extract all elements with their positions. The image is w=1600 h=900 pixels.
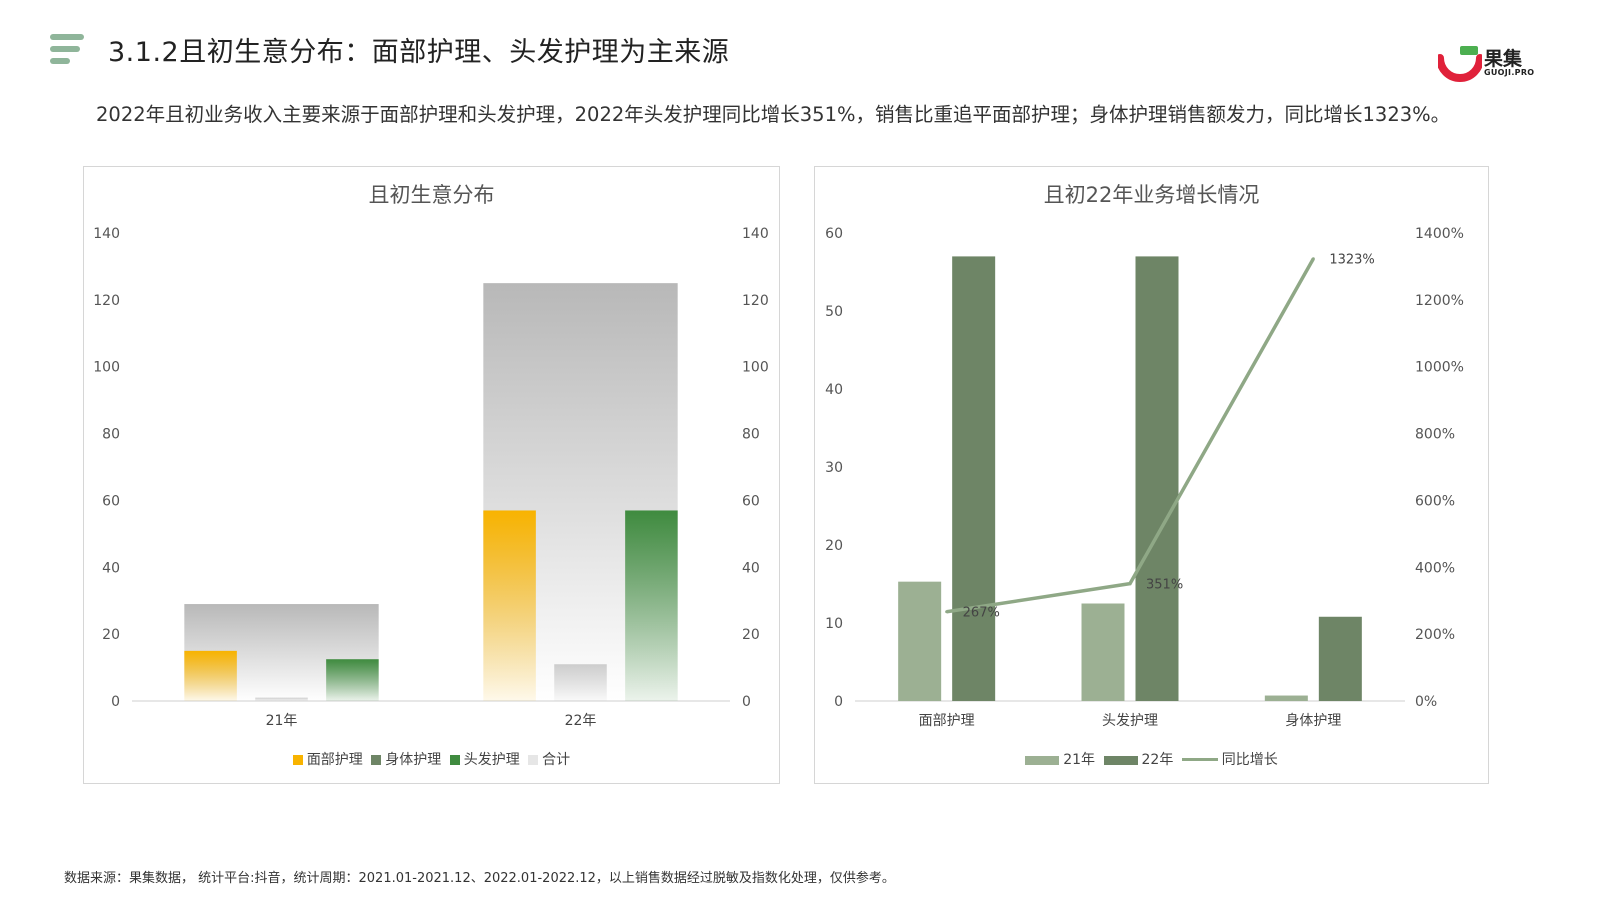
y2-tick-label: 1200% bbox=[1415, 293, 1464, 309]
chart2-plot: 01020304050600%200%400%600%800%1000%1200… bbox=[825, 226, 1464, 729]
legend-swatch-face bbox=[292, 755, 303, 765]
y-tick-label: 0 bbox=[834, 694, 843, 710]
x-tick-label: 21年 bbox=[266, 713, 298, 729]
legend-label-body: 身体护理 bbox=[385, 752, 442, 768]
legend-item-2021: 21年 bbox=[1025, 749, 1095, 769]
legend-item-face: 面部护理 bbox=[292, 749, 363, 769]
business-distribution-chart: 且初生意分布 0 20 40 60 80 100 120 140 0 20 40 60 80 100 120… bbox=[83, 166, 780, 784]
bar-hair bbox=[326, 659, 379, 701]
legend-label-hair: 头发护理 bbox=[463, 752, 520, 768]
chart-title: 且初22年业务增长情况 bbox=[1043, 183, 1260, 207]
y-tick-label: 40 bbox=[825, 382, 843, 398]
growth-point bbox=[1311, 257, 1315, 261]
legend-swatch-body bbox=[371, 755, 382, 765]
chart2-legend: 21年 22年 同比增长 bbox=[815, 749, 1488, 769]
legend-label-2021: 21年 bbox=[1063, 752, 1096, 768]
x-tick-label: 头发护理 bbox=[1102, 713, 1158, 729]
bar-2021 bbox=[898, 581, 942, 701]
y-tick-label: 60 bbox=[825, 226, 843, 242]
y-tick-label: 10 bbox=[825, 616, 843, 632]
chart-title: 且初生意分布 bbox=[368, 183, 495, 207]
x-tick-label: 面部护理 bbox=[919, 713, 975, 729]
legend-item-body: 身体护理 bbox=[371, 749, 441, 769]
y2-tick-label: 20 bbox=[742, 627, 760, 643]
y2-tick-label: 200% bbox=[1415, 627, 1455, 643]
growth-point bbox=[1128, 582, 1132, 586]
y2-tick-label: 40 bbox=[742, 560, 760, 576]
summary-text: 2022年且初业务收入主要来源于面部护理和头发护理，2022年头发护理同比增长3… bbox=[96, 103, 1451, 126]
y-tick-label: 80 bbox=[102, 427, 120, 443]
bar-body bbox=[255, 697, 308, 701]
chart1-legend: 面部护理 身体护理 头发护理 合计 bbox=[84, 749, 779, 769]
legend-swatch-total bbox=[528, 755, 539, 765]
legend-item-growth: 同比增长 bbox=[1181, 749, 1278, 769]
chart1-plot: 0 20 40 60 80 100 120 140 0 20 40 60 80 100 120 140 21年 2… bbox=[93, 226, 769, 729]
y-tick-label: 140 bbox=[93, 226, 120, 242]
y2-tick-label: 600% bbox=[1415, 493, 1455, 509]
legend-label-total: 合计 bbox=[542, 752, 571, 768]
growth-chart: 且初22年业务增长情况 0 10 20 30 40 50 60 0% 200% 400% 600% 8… bbox=[814, 166, 1489, 784]
bar-face bbox=[184, 650, 237, 701]
y2-tick-label: 400% bbox=[1415, 560, 1455, 576]
y2-tick-label: 120 bbox=[742, 293, 769, 309]
legend-swatch-hair bbox=[449, 755, 460, 765]
y-tick-label: 120 bbox=[93, 293, 120, 309]
bar-2022 bbox=[1135, 256, 1179, 701]
page-title: 3.1.2且初生意分布：面部护理、头发护理为主来源 bbox=[108, 37, 730, 68]
growth-line bbox=[946, 257, 1315, 614]
bar-2021 bbox=[1081, 603, 1125, 701]
y2-tick-label: 140 bbox=[742, 226, 769, 242]
legend-swatch-2022 bbox=[1103, 756, 1138, 765]
growth-data-label: 351% bbox=[1146, 578, 1183, 593]
x-tick-label: 22年 bbox=[565, 713, 597, 729]
brand-mark-icon bbox=[1436, 46, 1484, 82]
legend-swatch-2021 bbox=[1025, 756, 1060, 765]
legend-item-total: 合计 bbox=[528, 749, 570, 769]
y2-tick-label: 80 bbox=[742, 427, 760, 443]
x-tick-label: 身体护理 bbox=[1285, 713, 1341, 729]
bar-hair bbox=[625, 510, 678, 701]
legend-label-2022: 22年 bbox=[1141, 752, 1174, 768]
footnote: 数据来源：果集数据， 统计平台:抖音，统计周期：2021.01-2021.12、… bbox=[64, 871, 895, 886]
brand-logo: 果集 GUOJI.PRO bbox=[1436, 44, 1558, 84]
bar-face bbox=[483, 510, 536, 701]
y-tick-label: 50 bbox=[825, 304, 843, 320]
bar-2022 bbox=[1318, 616, 1362, 701]
brand-domain: GUOJI.PRO bbox=[1484, 68, 1535, 77]
y2-tick-label: 0% bbox=[1415, 694, 1437, 710]
legend-label-growth: 同比增长 bbox=[1221, 752, 1278, 768]
legend-label-face: 面部护理 bbox=[306, 752, 363, 768]
legend-item-2022: 22年 bbox=[1103, 749, 1174, 769]
y-tick-label: 0 bbox=[111, 694, 120, 710]
y2-tick-label: 1400% bbox=[1415, 226, 1464, 242]
bar-2021 bbox=[1264, 695, 1308, 701]
y-tick-label: 40 bbox=[102, 560, 120, 576]
growth-data-label: 1323% bbox=[1329, 253, 1374, 268]
y-tick-label: 20 bbox=[102, 627, 120, 643]
bar-body bbox=[554, 664, 607, 701]
y-tick-label: 60 bbox=[102, 493, 120, 509]
y-tick-label: 20 bbox=[825, 538, 843, 554]
brand-name: 果集 bbox=[1484, 48, 1523, 70]
legend-swatch-growth bbox=[1181, 758, 1218, 761]
y2-tick-label: 60 bbox=[742, 493, 760, 509]
y-tick-label: 100 bbox=[93, 360, 120, 376]
menu-icon[interactable] bbox=[50, 34, 84, 64]
y2-tick-label: 100 bbox=[742, 360, 769, 376]
growth-data-label: 267% bbox=[963, 606, 1000, 621]
y2-tick-label: 800% bbox=[1415, 427, 1455, 443]
growth-point bbox=[945, 610, 949, 614]
bar-2022 bbox=[952, 256, 996, 701]
y2-tick-label: 1000% bbox=[1415, 360, 1464, 376]
y-tick-label: 30 bbox=[825, 460, 843, 476]
y2-tick-label: 0 bbox=[742, 694, 751, 710]
legend-item-hair: 头发护理 bbox=[449, 749, 520, 769]
